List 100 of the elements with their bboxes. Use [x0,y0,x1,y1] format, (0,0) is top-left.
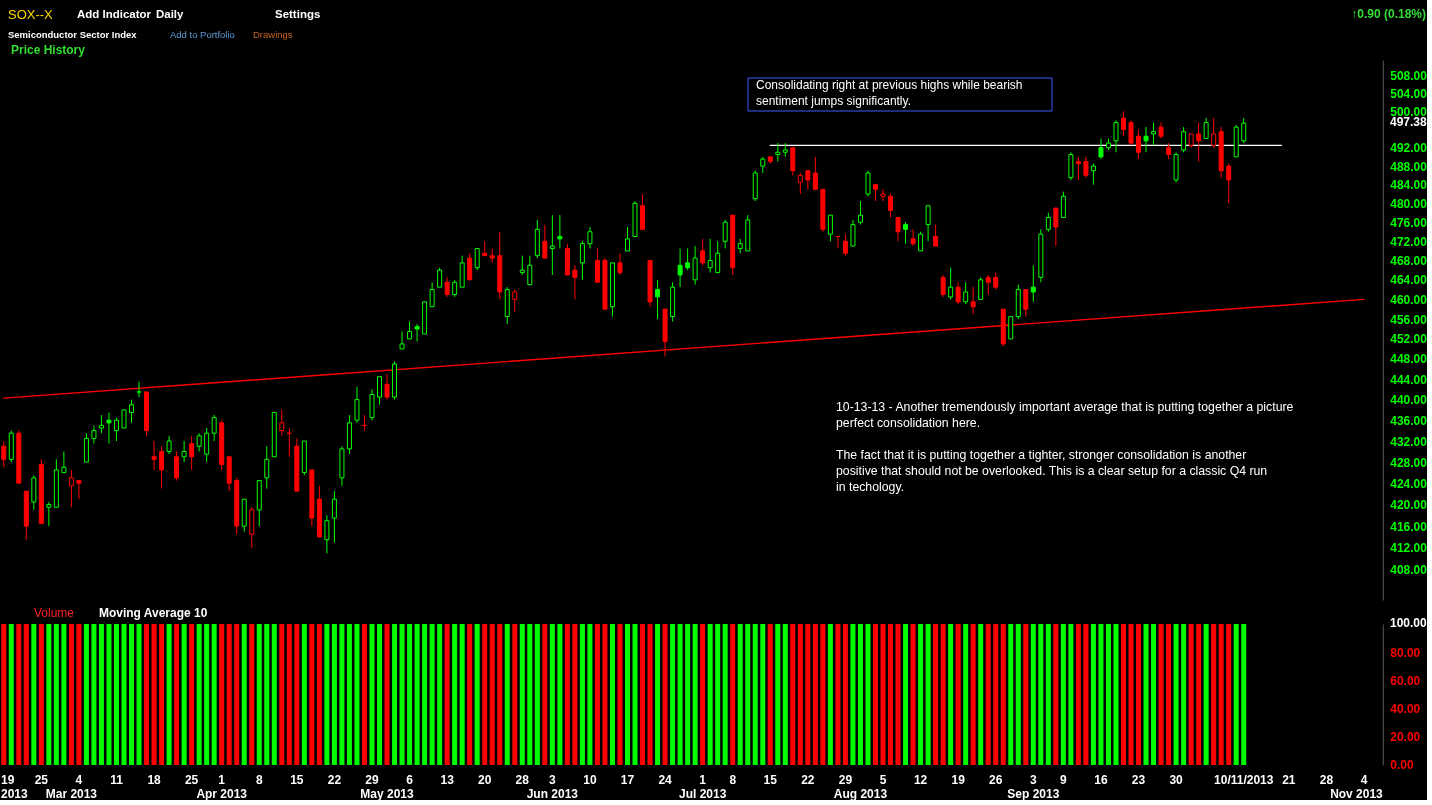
candlestick [354,386,360,424]
y-tick-label: 424.00 [1390,476,1428,491]
x-tick-label: 26 [989,773,1003,788]
candlestick [707,238,713,274]
x-tick-label: 4 [75,773,83,788]
x-tick-label: Aug 2013 [833,787,888,802]
text: 100.00 [1389,616,1427,630]
text: Daily [156,8,185,20]
candlestick [655,279,661,320]
candlestick [925,205,931,242]
y-tick-label: 484.00 [1390,178,1428,193]
y-tick-label: 80.00 [1390,645,1421,660]
x-tick-label: 1 Jul 2013 [678,773,727,802]
candlestick [827,214,833,242]
candlestick [850,219,856,247]
candlestick [211,414,217,442]
x-tick-label: 25 [184,773,199,788]
candlestick [617,252,623,276]
candlestick [68,469,74,508]
candlestick [519,255,525,276]
candlestick [174,450,180,482]
candlestick [542,224,548,259]
candlestick [76,480,82,500]
candlestick [970,286,976,315]
candlestick [587,226,593,249]
x-tick-label: 10 [583,773,597,788]
x-tick-label: 19 2013 [1,773,28,802]
x-tick-label: 19 [951,773,966,788]
y-tick-label: 460.00 [1390,292,1428,307]
candlestick [429,281,435,308]
x-tick-label: 22 [801,773,815,788]
candlestick [1068,151,1074,181]
candlestick [857,200,863,226]
candlestick [159,445,165,490]
x-tick-label: 3 Sep 2013 [1007,773,1060,802]
x-tick-label: 4 [1360,773,1368,788]
candlestick [1128,119,1134,146]
candlestick [204,427,210,463]
x-tick-label: 11 [110,773,124,788]
candlestick [331,490,337,543]
candlestick [1023,289,1029,318]
y-tick-label: 416.00 [1390,519,1428,534]
annotation: The fact that it is putting together a tighter, stronger consolidation is another positive that should not be overlooked. This is a clear setup for a classic Q4 run in techology. [835,448,1268,494]
annotation: Consolidating right at previous highs while bearish sentiment jumps significantly. [755,78,1023,108]
candlestick [1,440,7,468]
y-tick-label: 408.00 [1390,563,1428,578]
x-tick-label: 5 [879,773,887,788]
candlestick [940,274,946,298]
x-tick-label: 15 [763,773,778,788]
x-tick-label: 29 [365,773,379,788]
candlestick [880,188,886,202]
candlestick [842,233,848,257]
y-tick-label: 428.00 [1390,455,1428,470]
text: Settings [275,8,321,20]
y-tick-label: 444.00 [1390,372,1428,387]
candlestick [377,376,382,406]
candlestick [1030,264,1036,303]
candlestick [91,424,97,445]
candlestick [1136,128,1142,160]
x-tick-label: 8 [255,773,263,788]
candlestick [399,330,405,350]
candlestick [467,252,473,281]
candlestick [579,240,585,281]
candlestick [1090,163,1096,186]
candlestick [83,432,89,463]
candlestick [985,274,991,295]
candlestick [1008,316,1014,340]
candlestick [715,240,721,274]
x-tick-label: 29 [838,773,853,788]
candlestick [955,281,961,305]
candlestick [181,440,187,463]
candlestick [1083,156,1089,179]
x-tick-label: 6 [406,773,414,788]
x-tick-label: 9 [1060,773,1068,788]
candlestick [1053,207,1059,247]
candlestick [279,409,285,437]
candlestick [594,247,600,283]
candlestick [98,414,104,434]
candlestick [918,231,924,252]
candlestick [437,267,443,288]
y-tick-label: 468.00 [1390,253,1428,268]
y-tick-label: 440.00 [1390,393,1428,408]
candlestick [474,247,480,271]
candlestick [1060,191,1066,219]
candlestick [903,221,909,245]
candlestick [677,247,683,288]
candlestick [61,450,67,474]
candlestick [151,440,157,471]
y-tick-label: 412.00 [1390,541,1428,556]
y-tick-label: 448.00 [1390,352,1428,367]
y-tick-label: 508.00 [1390,68,1428,83]
x-tick-label: 16 [1094,773,1108,788]
candlestick [797,172,803,195]
candlestick [196,432,202,452]
chart-title: SOX--X [8,7,54,22]
annotation: 10-13-13 - Another tremendously important average that is putting together a picture perfect consolidation here. [835,400,1294,430]
x-tick-label: 12 [913,773,928,788]
candlestick [264,445,270,490]
chart-title: Volume [34,606,75,620]
y-tick-label: 0.00 [1390,758,1414,773]
